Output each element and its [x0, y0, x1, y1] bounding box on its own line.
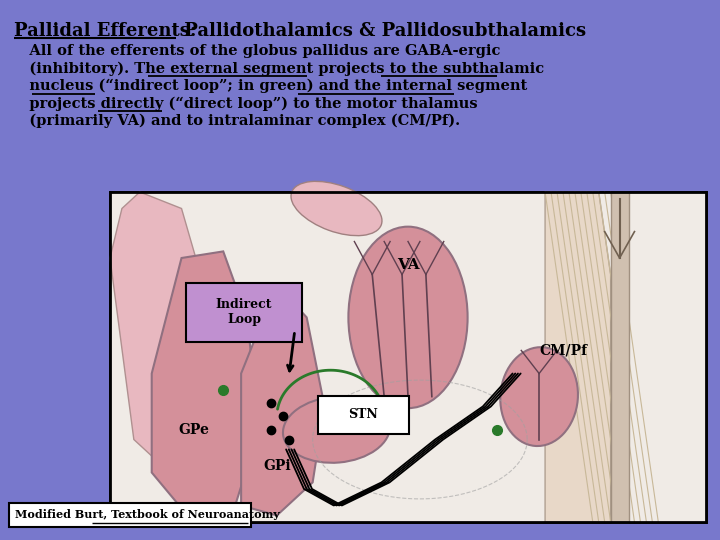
Ellipse shape [500, 347, 578, 446]
Ellipse shape [291, 181, 382, 235]
Bar [110, 192, 706, 522]
FancyBboxPatch shape [318, 396, 409, 434]
Ellipse shape [348, 227, 467, 408]
Text: Pallidothalamics & Pallidosubthalamics: Pallidothalamics & Pallidosubthalamics [178, 22, 586, 40]
FancyBboxPatch shape [186, 284, 302, 341]
Text: projects directly (“direct loop”) to the motor thalamus: projects directly (“direct loop”) to the… [14, 97, 477, 111]
Polygon shape [241, 285, 325, 515]
Text: STN: STN [348, 408, 378, 421]
Polygon shape [611, 192, 629, 522]
Text: GPi: GPi [263, 459, 291, 473]
Bar [110, 192, 706, 522]
FancyBboxPatch shape [9, 503, 251, 527]
Text: VA: VA [397, 258, 419, 272]
Polygon shape [110, 192, 205, 472]
Bar [110, 192, 706, 522]
Text: GPe: GPe [178, 423, 209, 437]
Text: (inhibitory). The external segment projects to the subthalamic: (inhibitory). The external segment proje… [14, 62, 544, 76]
Polygon shape [545, 192, 611, 522]
Text: (primarily VA) and to intralaminar complex (CM/Pf).: (primarily VA) and to intralaminar compl… [14, 114, 460, 129]
Text: Pallidal Efferents:: Pallidal Efferents: [14, 22, 197, 40]
Text: CM/Pf: CM/Pf [539, 343, 587, 357]
Polygon shape [152, 252, 259, 515]
Text: Modified Burt, Textbook of Neuroanatomy: Modified Burt, Textbook of Neuroanatomy [15, 510, 280, 521]
Text: All of the efferents of the globus pallidus are GABA-ergic: All of the efferents of the globus palli… [14, 44, 500, 58]
Ellipse shape [283, 396, 390, 463]
Text: nucleus (“indirect loop”; in green) and the internal segment: nucleus (“indirect loop”; in green) and … [14, 79, 527, 93]
Text: Indirect
Loop: Indirect Loop [216, 299, 272, 327]
